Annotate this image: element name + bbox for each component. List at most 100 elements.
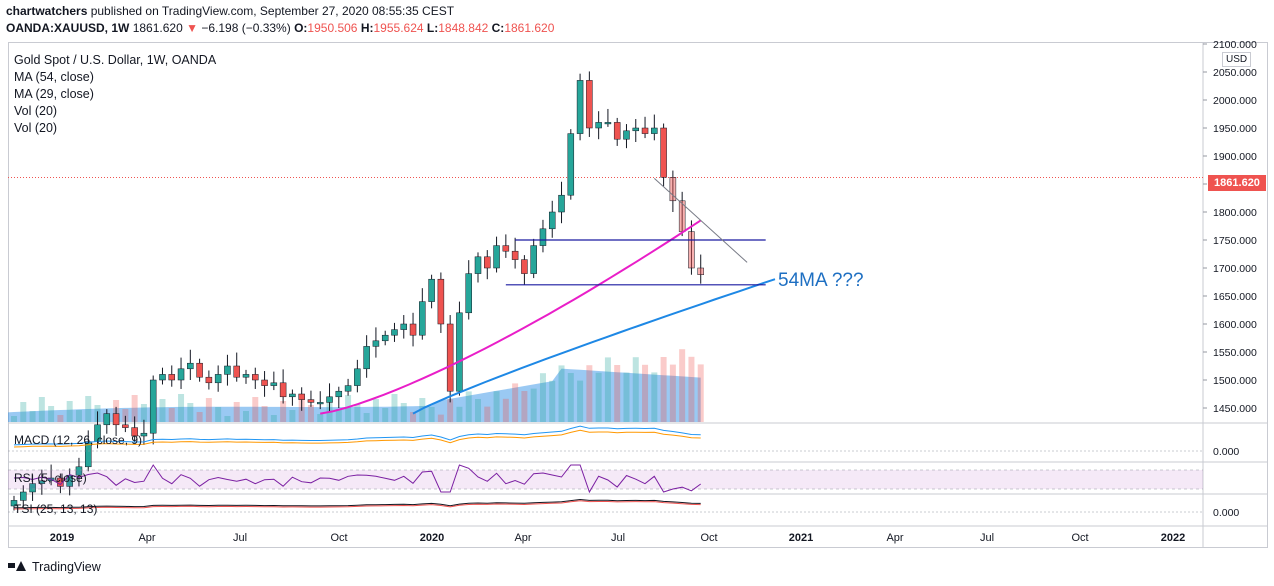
candle	[84, 441, 92, 468]
candle	[641, 127, 649, 134]
legend-vol1[interactable]: Vol (20)	[14, 104, 58, 118]
candle	[316, 402, 324, 405]
legend-ma54[interactable]: MA (54, close)	[14, 70, 94, 84]
tsi-label[interactable]: TSI (25, 13, 13)	[14, 502, 98, 516]
volume-bar	[577, 380, 584, 422]
volume-bar	[521, 391, 528, 422]
y-tick-label: 1900.000	[1213, 151, 1257, 163]
candle	[372, 340, 380, 347]
x-tick-label: 2019	[50, 532, 74, 544]
candle	[391, 329, 398, 336]
candle	[177, 368, 185, 381]
volume-bar	[660, 357, 667, 422]
candle	[335, 390, 343, 398]
volume-bar	[168, 408, 175, 422]
candle	[409, 323, 417, 336]
high-value: 1955.624	[373, 21, 424, 35]
candle	[261, 379, 268, 386]
volume-bar	[651, 372, 658, 422]
candle	[465, 273, 472, 314]
volume-bar	[697, 364, 704, 422]
volume-bar	[669, 364, 676, 422]
volume-bar	[632, 357, 639, 422]
x-tick-label: 2022	[1161, 532, 1185, 544]
volume-bar	[159, 399, 166, 422]
candle	[307, 399, 315, 403]
volume-bar	[280, 401, 287, 422]
volume-bar	[215, 407, 222, 422]
candle	[576, 80, 584, 134]
currency-label: USD	[1222, 52, 1252, 67]
volume-bar	[642, 364, 649, 422]
x-tick-label: 2021	[789, 532, 813, 544]
candle	[548, 211, 556, 230]
volume-bar	[539, 373, 546, 422]
volume-bar	[243, 411, 249, 422]
volume-bar	[335, 409, 342, 422]
volume-bar	[57, 415, 64, 422]
candle	[298, 393, 305, 400]
rsi-label[interactable]: RSI (5, close)	[14, 471, 87, 485]
candle	[131, 427, 138, 437]
candle	[437, 278, 445, 325]
volume-bar	[428, 407, 435, 422]
volume-bar	[475, 399, 481, 422]
candle	[419, 301, 426, 336]
candle	[242, 374, 250, 378]
volume-bar	[252, 397, 259, 422]
footer-brand[interactable]: TradingView	[32, 560, 101, 574]
footer: TradingView	[8, 560, 101, 574]
candle	[103, 413, 111, 426]
candle	[38, 480, 46, 484]
volume-bar	[29, 411, 36, 422]
y-tick-label: 2100.000	[1213, 39, 1257, 51]
down-arrow-icon: ▼	[186, 21, 198, 35]
volume-bar	[354, 404, 361, 422]
candle	[279, 382, 287, 398]
candle	[187, 362, 194, 370]
legend-ma29[interactable]: MA (29, close)	[14, 87, 94, 101]
macd-label[interactable]: MACD (12, 26, close, 9)	[14, 433, 143, 447]
volume-bar	[196, 412, 203, 422]
candle	[214, 374, 222, 384]
candle	[688, 231, 695, 269]
candle	[474, 256, 482, 274]
macd-zero-label: 0.000	[1213, 446, 1239, 458]
macd-signal-line	[13, 429, 701, 448]
candle	[604, 122, 612, 125]
tradingview-logo-icon	[8, 561, 26, 573]
x-tick-label: Jul	[233, 532, 247, 544]
volume-bar	[205, 398, 212, 422]
annotation-54ma[interactable]: 54MA ???	[778, 270, 864, 291]
candle	[669, 177, 677, 202]
volume-bar	[400, 403, 407, 422]
volume-bar	[307, 405, 314, 422]
ma-line	[412, 278, 776, 415]
open-value: 1950.506	[307, 21, 358, 35]
candle	[289, 393, 296, 398]
volume-bar	[465, 391, 472, 422]
volume-bar	[11, 416, 17, 422]
x-tick-label: Oct	[700, 532, 717, 544]
volume-bar	[558, 365, 565, 422]
candle	[270, 382, 278, 386]
open-label: O:	[294, 21, 308, 35]
candle	[539, 228, 547, 246]
candle	[140, 432, 148, 437]
author[interactable]: chartwatchers	[6, 4, 88, 18]
volume-bar	[85, 396, 92, 422]
y-tick-label: 2000.000	[1213, 95, 1257, 107]
x-tick-label: 2020	[420, 532, 444, 544]
candle	[122, 424, 129, 428]
candle	[400, 323, 408, 330]
y-tick-label: 1750.000	[1213, 235, 1257, 247]
volume-bar	[372, 399, 379, 422]
ohlc-bar: OANDA:XAUUSD, 1W 1861.620 ▼ −6.198 (−0.3…	[6, 21, 554, 35]
volume-bar	[586, 365, 593, 422]
candle	[344, 385, 352, 392]
candle	[558, 194, 565, 213]
volume-bar	[122, 409, 129, 422]
legend-vol2[interactable]: Vol (20)	[14, 121, 58, 135]
volume-bar	[604, 357, 611, 422]
